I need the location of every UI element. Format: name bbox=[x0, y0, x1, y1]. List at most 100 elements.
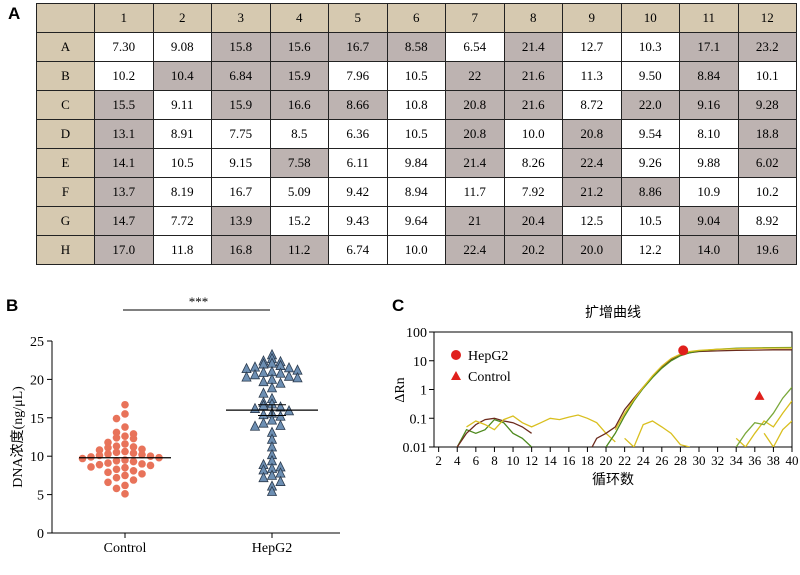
table-cell: 6.02 bbox=[737, 148, 797, 178]
y-tick-label: 0.1 bbox=[410, 412, 428, 427]
table-cell: 9.42 bbox=[328, 177, 388, 207]
hepg2-point bbox=[266, 414, 278, 425]
table-row: H 17.0 11.8 16.8 11.2 6.74 10.0 22.4 20.2 20.0 12.… bbox=[36, 235, 797, 265]
control-point bbox=[129, 449, 138, 457]
column-header: 7 bbox=[445, 3, 505, 33]
control-point bbox=[129, 443, 138, 451]
table-cell: 21.2 bbox=[562, 177, 622, 207]
x-tick-label: 10 bbox=[507, 453, 520, 468]
amplification-curve bbox=[763, 420, 792, 447]
legend-label: HepG2 bbox=[468, 349, 508, 364]
table-cell: 22 bbox=[445, 61, 505, 91]
x-tick-label: 12 bbox=[525, 453, 538, 468]
hepg2-point bbox=[258, 471, 269, 483]
dot-plot-chart: 0 5 10 15 20 25 DNA浓度(ng/μL) Control HepG2 *** bbox=[10, 295, 340, 556]
table-cell: 9.88 bbox=[679, 148, 739, 178]
control-point bbox=[104, 468, 112, 477]
table-cell: 11.2 bbox=[269, 235, 329, 265]
table-cell: 11.8 bbox=[152, 235, 212, 265]
table-cell: 9.84 bbox=[386, 148, 446, 178]
y-tick-label: 25 bbox=[30, 335, 44, 350]
table-cell: 9.11 bbox=[152, 90, 212, 120]
table-cell: 7.75 bbox=[211, 119, 271, 149]
table-cell: 16.8 bbox=[211, 235, 271, 265]
table-cell: 23.2 bbox=[737, 32, 797, 62]
table-cell: 9.50 bbox=[620, 61, 680, 91]
x-tick-label: Control bbox=[104, 541, 147, 556]
x-tick-label: 34 bbox=[730, 453, 744, 468]
table-cell: 9.54 bbox=[620, 119, 680, 149]
y-tick-label: 10 bbox=[30, 450, 44, 465]
x-tick-label: 6 bbox=[473, 453, 480, 468]
hepg2-point bbox=[275, 377, 286, 388]
table-row: D 13.1 8.91 7.75 8.5 6.36 10.5 20.8 10.0 20.8 9.54… bbox=[36, 119, 797, 149]
control-point bbox=[138, 460, 146, 468]
control-point bbox=[121, 463, 129, 472]
y-tick-label: 20 bbox=[30, 373, 44, 388]
x-tick-label: 32 bbox=[711, 453, 724, 468]
column-header: 4 bbox=[269, 3, 329, 33]
column-header: 11 bbox=[679, 3, 739, 33]
x-tick-label: 22 bbox=[618, 453, 631, 468]
table-cell: 18.8 bbox=[737, 119, 797, 149]
control-point bbox=[112, 465, 121, 474]
control-point bbox=[112, 414, 121, 423]
control-point bbox=[112, 433, 121, 442]
amplification-curve bbox=[614, 347, 792, 431]
row-header: C bbox=[36, 90, 95, 120]
control-marker bbox=[754, 390, 765, 400]
hepg2-point bbox=[275, 367, 286, 378]
table-cell: 6.84 bbox=[211, 61, 271, 91]
significance-label: *** bbox=[189, 295, 209, 309]
table-cell: 11.3 bbox=[562, 61, 622, 91]
control-point bbox=[138, 470, 146, 478]
table-cell: 15.2 bbox=[269, 206, 329, 236]
table-cell: 21.4 bbox=[445, 148, 505, 178]
table-cell: 8.72 bbox=[562, 90, 622, 120]
x-axis-label: 循环数 bbox=[592, 472, 634, 488]
table-cell: 16.7 bbox=[328, 32, 388, 62]
x-tick-label: HepG2 bbox=[252, 541, 292, 556]
table-cell: 20.0 bbox=[562, 235, 622, 265]
hepg2-point bbox=[258, 387, 269, 398]
row-header: E bbox=[36, 148, 95, 178]
control-point bbox=[138, 445, 146, 454]
table-cell: 10.1 bbox=[737, 61, 797, 91]
x-tick-label: 38 bbox=[767, 453, 780, 468]
control-point bbox=[87, 453, 95, 461]
table-cell: 20.8 bbox=[445, 90, 505, 120]
table-cell: 8.94 bbox=[386, 177, 446, 207]
hepg2-point bbox=[266, 381, 278, 393]
control-point bbox=[121, 490, 129, 498]
table-cell: 10.5 bbox=[152, 148, 212, 178]
panel-label-c: C bbox=[392, 296, 405, 315]
control-point bbox=[121, 447, 129, 456]
curves-group bbox=[456, 346, 792, 447]
table-cell: 5.09 bbox=[269, 177, 329, 207]
table-cell: 7.72 bbox=[152, 206, 212, 236]
x-tick-label: 24 bbox=[637, 453, 651, 468]
hepg2-point bbox=[241, 371, 252, 382]
x-tick-label: 20 bbox=[600, 453, 613, 468]
table-cell: 9.43 bbox=[328, 206, 388, 236]
row-header: A bbox=[36, 32, 95, 62]
table-cell: 9.64 bbox=[386, 206, 446, 236]
x-tick-label: 4 bbox=[454, 453, 461, 468]
hepg2-point bbox=[258, 366, 269, 377]
legend-circle-icon bbox=[451, 350, 461, 360]
table-cell: 14.1 bbox=[94, 148, 154, 178]
column-header: 1 bbox=[94, 3, 154, 33]
table-cell: 9.08 bbox=[152, 32, 212, 62]
control-point bbox=[121, 400, 129, 409]
control-point bbox=[129, 466, 138, 475]
table-cell: 6.11 bbox=[328, 148, 388, 178]
table-cell: 10.5 bbox=[386, 119, 446, 149]
y-tick-label: 15 bbox=[30, 412, 44, 427]
hepg2-point bbox=[275, 419, 286, 430]
table-cell: 14.0 bbox=[679, 235, 739, 265]
row-header: F bbox=[36, 177, 95, 207]
control-point bbox=[146, 461, 155, 470]
table-cell: 7.58 bbox=[269, 148, 329, 178]
table-cell: 8.5 bbox=[269, 119, 329, 149]
table-cell: 22.4 bbox=[445, 235, 505, 265]
